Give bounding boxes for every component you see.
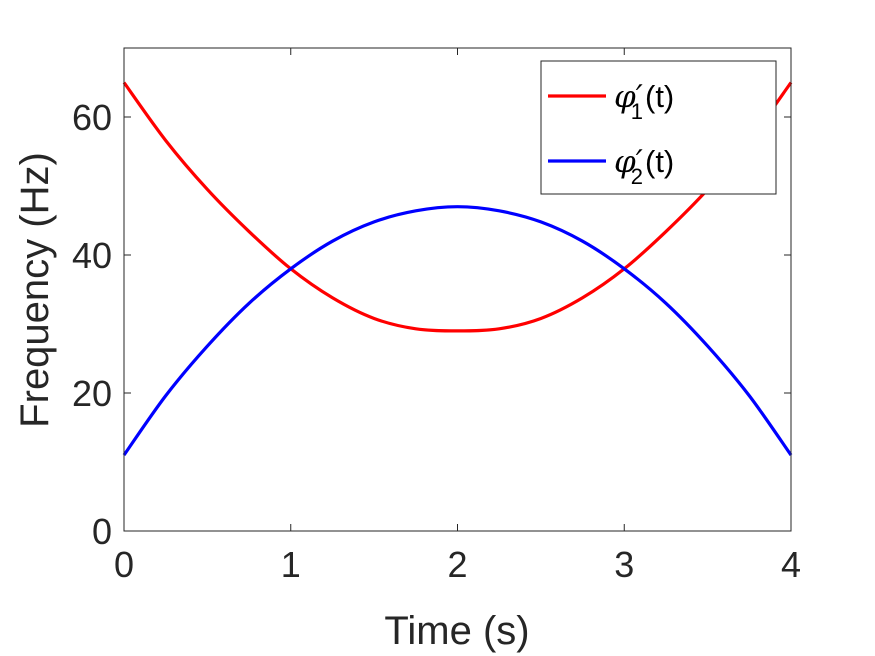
y-tick-label: 0	[92, 511, 112, 552]
x-tick-label: 3	[614, 544, 634, 585]
x-axis-label: Time (s)	[384, 609, 529, 653]
legend: φ′1(t) φ′2(t)	[540, 60, 777, 195]
x-tick-label: 1	[281, 544, 301, 585]
legend-entry-2: φ′2(t)	[614, 144, 674, 189]
x-tick-label: 4	[781, 544, 801, 585]
legend-box	[540, 60, 777, 195]
legend-entry-1: φ′1(t)	[614, 79, 674, 124]
x-tick-label: 0	[114, 544, 134, 585]
x-tick-label: 2	[447, 544, 467, 585]
series-line-1	[122, 81, 793, 333]
y-axis-label: Frequency (Hz)	[13, 152, 57, 428]
y-tick-label: 40	[72, 235, 112, 276]
y-tick-label: 60	[72, 97, 112, 138]
y-tick-label: 20	[72, 373, 112, 414]
series-line-2	[122, 205, 793, 457]
series-layer	[122, 81, 793, 457]
